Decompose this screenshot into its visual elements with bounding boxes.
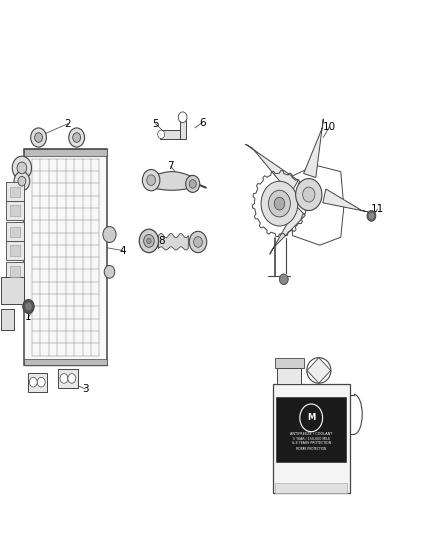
Polygon shape [304, 119, 323, 177]
Bar [6, 241, 24, 260]
Circle shape [147, 238, 151, 244]
Circle shape [103, 227, 116, 243]
Circle shape [186, 175, 200, 192]
Text: 4: 4 [119, 246, 126, 255]
Circle shape [60, 374, 68, 383]
Circle shape [12, 156, 32, 180]
Bar [1, 309, 14, 330]
Bar [276, 397, 346, 463]
Text: 12: 12 [326, 394, 339, 403]
Polygon shape [323, 189, 367, 212]
Bar [24, 359, 107, 365]
Text: 1: 1 [25, 312, 32, 322]
Bar [10, 266, 20, 277]
Bar [10, 245, 20, 256]
Polygon shape [151, 172, 193, 190]
Bar [275, 483, 347, 493]
Circle shape [189, 180, 196, 188]
Circle shape [18, 176, 26, 186]
Bar [6, 201, 24, 220]
Text: 2: 2 [64, 119, 71, 128]
Text: & 8 YEARS PROTECTION: & 8 YEARS PROTECTION [292, 441, 331, 446]
Circle shape [17, 162, 27, 174]
Text: 6: 6 [199, 118, 206, 127]
Bar [1, 277, 24, 304]
Text: 10: 10 [323, 122, 336, 132]
Text: 7: 7 [167, 161, 174, 171]
Text: 3: 3 [82, 384, 89, 394]
Circle shape [300, 404, 322, 432]
Bar [6, 222, 24, 241]
Circle shape [261, 181, 298, 226]
Circle shape [194, 237, 202, 247]
Circle shape [279, 274, 288, 285]
Circle shape [303, 187, 315, 202]
Bar [160, 130, 184, 139]
Polygon shape [270, 207, 305, 254]
Circle shape [31, 128, 46, 147]
Text: 11: 11 [371, 204, 384, 214]
Bar [180, 117, 186, 139]
Circle shape [68, 374, 76, 383]
Bar [6, 182, 24, 201]
Bar [24, 149, 107, 156]
Text: 9: 9 [268, 209, 275, 219]
Circle shape [367, 211, 376, 221]
Bar [10, 227, 20, 237]
Bar [273, 384, 350, 493]
Bar [58, 369, 78, 388]
Circle shape [147, 175, 155, 185]
Circle shape [14, 172, 30, 191]
Circle shape [189, 231, 207, 253]
Circle shape [73, 133, 81, 142]
Bar [277, 368, 301, 384]
Text: 8: 8 [158, 236, 165, 246]
Circle shape [139, 229, 159, 253]
Polygon shape [307, 358, 331, 383]
Text: MOPAR PROTECTION: MOPAR PROTECTION [296, 447, 326, 451]
Polygon shape [246, 144, 298, 194]
Circle shape [274, 197, 285, 210]
Circle shape [158, 130, 165, 139]
Text: M: M [307, 414, 315, 422]
Circle shape [142, 169, 160, 191]
Bar [275, 358, 304, 368]
Text: 5 YEAR / 150,000 MILE: 5 YEAR / 150,000 MILE [293, 437, 330, 441]
Circle shape [23, 300, 34, 313]
Bar [6, 262, 24, 281]
Circle shape [178, 112, 187, 123]
Bar [10, 187, 20, 197]
Bar [24, 149, 107, 365]
Circle shape [144, 235, 154, 247]
Bar [28, 373, 47, 392]
Circle shape [296, 179, 322, 211]
Circle shape [29, 377, 37, 387]
Text: ANTIFREEZE / COOLANT: ANTIFREEZE / COOLANT [290, 432, 332, 435]
Circle shape [35, 133, 42, 142]
Circle shape [37, 377, 45, 387]
Bar [10, 205, 20, 216]
Circle shape [104, 265, 115, 278]
Circle shape [69, 128, 85, 147]
Circle shape [26, 303, 31, 310]
Text: 5: 5 [152, 119, 159, 128]
Circle shape [369, 213, 374, 219]
Circle shape [268, 190, 290, 217]
Polygon shape [159, 233, 188, 250]
